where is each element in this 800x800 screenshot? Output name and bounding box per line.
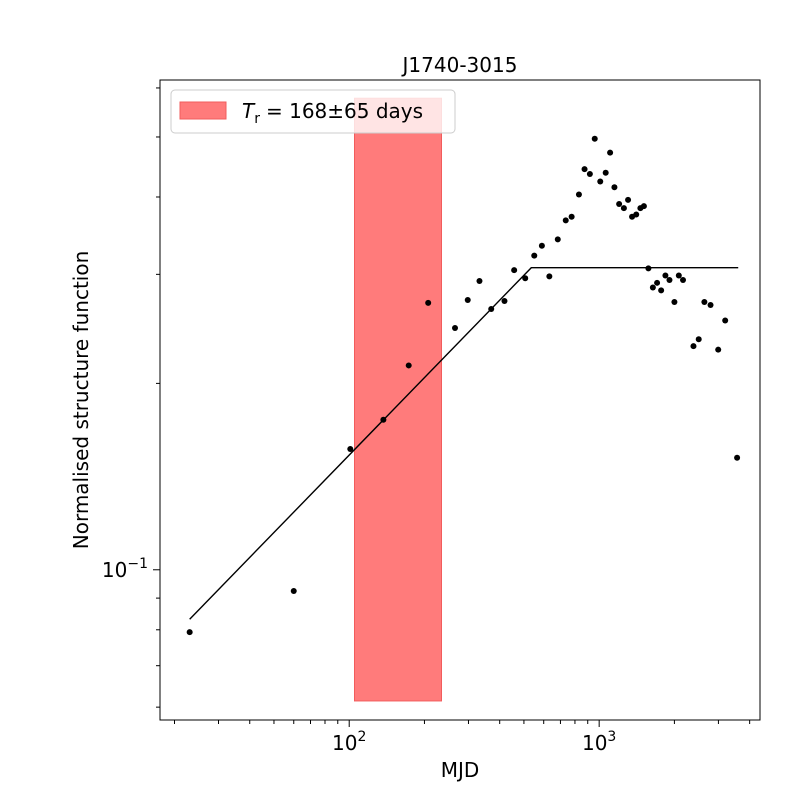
data-point	[707, 301, 714, 308]
y-axis: 10−1	[102, 87, 160, 708]
data-point	[405, 362, 412, 369]
data-point	[616, 200, 623, 207]
data-point	[597, 178, 604, 185]
data-point	[695, 336, 702, 343]
data-point	[654, 279, 661, 286]
data-point	[452, 325, 459, 332]
data-point	[611, 184, 618, 191]
x-tick-label: 103	[582, 729, 616, 755]
data-point	[671, 298, 678, 305]
data-point	[531, 252, 538, 259]
data-point	[602, 169, 609, 176]
plot-area	[186, 97, 741, 702]
legend-swatch	[179, 101, 227, 120]
y-axis-label: Normalised structure function	[69, 251, 93, 550]
data-point	[586, 170, 593, 177]
data-point	[347, 445, 354, 452]
data-point	[666, 277, 673, 284]
data-point	[501, 297, 508, 304]
data-point	[568, 213, 575, 220]
data-point	[562, 217, 569, 224]
legend-symbol-subscript: r	[254, 111, 260, 127]
data-point	[522, 275, 529, 282]
data-point	[488, 306, 495, 313]
data-point	[640, 203, 647, 210]
data-point	[690, 343, 697, 350]
model-line	[189, 267, 739, 620]
data-point	[662, 272, 669, 279]
data-point	[554, 236, 561, 243]
y-tick-label: 10−1	[102, 556, 148, 582]
axes-frame	[159, 79, 761, 721]
x-axis: 102 103	[173, 720, 751, 755]
legend-text: = 168±65 days	[266, 99, 423, 123]
data-point	[607, 149, 614, 156]
data-point	[186, 629, 193, 636]
data-point	[722, 317, 729, 324]
data-point	[625, 196, 632, 203]
data-point	[675, 272, 682, 279]
data-point	[538, 242, 545, 249]
legend-symbol: T	[242, 99, 256, 123]
data-point	[511, 267, 518, 274]
legend: Tr = 168±65 days	[170, 89, 456, 134]
data-point	[620, 205, 627, 212]
legend-box	[170, 89, 456, 134]
data-point	[476, 277, 483, 284]
data-point	[701, 298, 708, 305]
x-axis-label: MJD	[441, 758, 480, 782]
data-point	[575, 191, 582, 198]
data-point	[425, 299, 432, 306]
legend-label: Tr = 168±65 days	[242, 99, 423, 127]
data-point	[581, 166, 588, 173]
data-point	[658, 287, 665, 294]
data-point	[380, 416, 387, 423]
data-point	[290, 588, 297, 595]
data-point	[649, 284, 656, 291]
data-point	[591, 135, 598, 142]
data-point	[715, 346, 722, 353]
data-point	[734, 454, 741, 461]
chart-title: J1740-3015	[401, 53, 518, 77]
data-point	[680, 277, 687, 284]
data-point	[464, 297, 471, 304]
data-point	[633, 211, 640, 218]
x-tick-label: 102	[332, 729, 366, 755]
timescale-band	[354, 97, 442, 702]
data-point	[645, 265, 652, 272]
data-point	[546, 273, 553, 280]
